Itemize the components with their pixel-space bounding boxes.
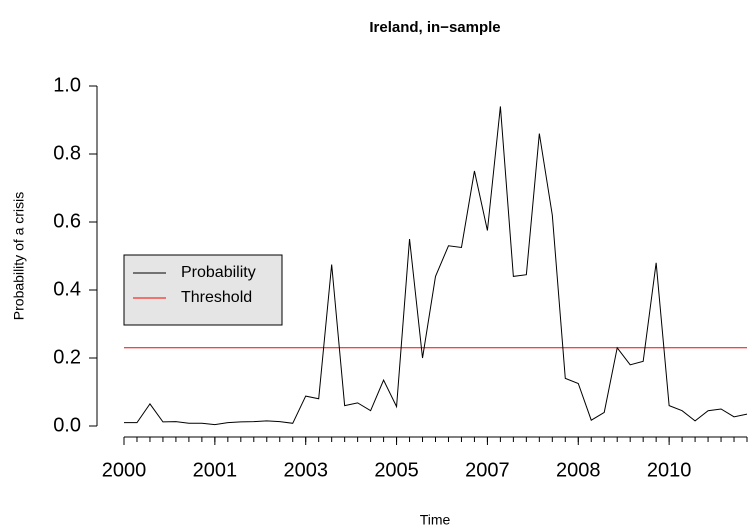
y-tick-label: 0.4 xyxy=(53,278,81,300)
x-tick-label: 2008 xyxy=(556,459,601,481)
y-tick-label: 0.2 xyxy=(53,346,81,368)
chart-title: Ireland, in−sample xyxy=(369,19,500,36)
x-axis-label: Time xyxy=(420,512,451,528)
x-tick-label: 2001 xyxy=(193,459,238,481)
y-tick-label: 1.0 xyxy=(53,74,81,96)
y-tick-label: 0.8 xyxy=(53,142,81,164)
x-tick-label: 2005 xyxy=(374,459,419,481)
legend-label: Probability xyxy=(181,264,256,281)
y-axis-label: Probability of a crisis xyxy=(11,192,27,320)
x-tick-label: 2003 xyxy=(283,459,328,481)
legend-box xyxy=(123,254,283,326)
y-tick-label: 0.6 xyxy=(53,210,81,232)
y-tick-label: 0.0 xyxy=(53,414,81,436)
x-tick-label: 2000 xyxy=(102,459,147,481)
x-tick-label: 2007 xyxy=(465,459,510,481)
data-line xyxy=(124,106,748,426)
legend-label: Threshold xyxy=(181,289,252,306)
x-tick-label: 2010 xyxy=(647,459,692,481)
